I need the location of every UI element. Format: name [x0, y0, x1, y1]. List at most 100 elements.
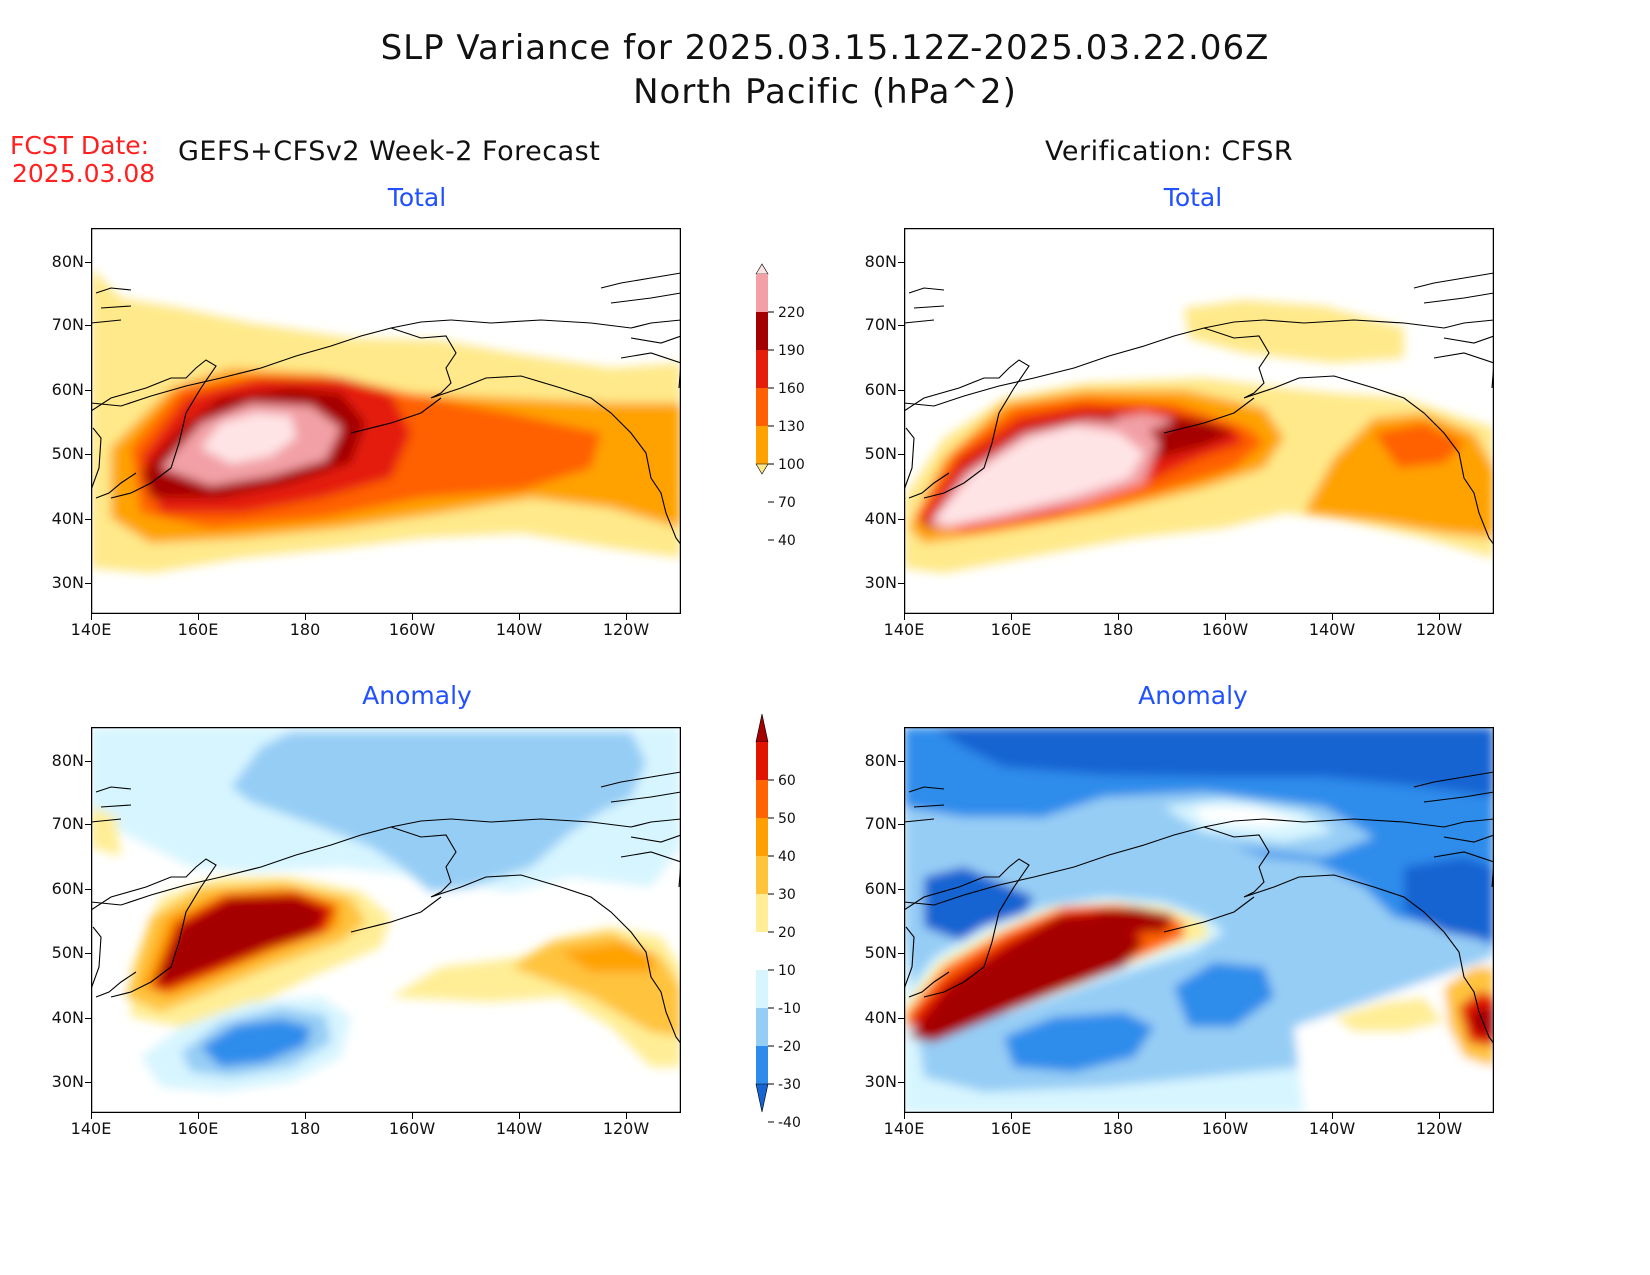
lon-tick-label: 160E — [177, 620, 219, 639]
lat-tick — [898, 761, 904, 762]
colorbar-segment — [756, 856, 768, 894]
lat-tick-label: 60N — [864, 879, 897, 898]
lat-tick — [898, 262, 904, 263]
lat-tick — [898, 519, 904, 520]
colorbar-total: 220 190 160 130 100 70 40 — [755, 263, 805, 549]
lon-tick — [305, 614, 306, 620]
lat-tick-label: 50N — [864, 943, 897, 962]
colorbar-label: -10 — [778, 1001, 801, 1017]
lon-tick-label: 140W — [495, 620, 543, 639]
fcst-date: 2025.03.08 — [12, 159, 156, 188]
colorbar-segment — [756, 388, 768, 426]
lat-tick — [898, 325, 904, 326]
lat-tick — [85, 262, 91, 263]
lat-tick-label: 30N — [51, 573, 84, 592]
lon-tick-label: 140W — [1308, 620, 1356, 639]
lon-tick-label: 180 — [1102, 1119, 1134, 1138]
colorbar-segment — [756, 274, 768, 312]
colorbar-label: 130 — [778, 419, 805, 435]
lon-tick-label: 160W — [1201, 620, 1249, 639]
lat-tick — [85, 583, 91, 584]
colorbar-label: 40 — [778, 849, 796, 865]
lon-tick — [305, 1113, 306, 1119]
lat-tick — [85, 325, 91, 326]
lat-tick-label: 70N — [51, 814, 84, 833]
lat-tick — [85, 1018, 91, 1019]
lon-tick — [1332, 1113, 1333, 1119]
lon-tick-label: 120W — [1415, 620, 1463, 639]
colorbar-top-triangle — [755, 263, 769, 275]
lon-tick-label: 120W — [1415, 1119, 1463, 1138]
forecast-header: GEFS+CFSv2 Week-2 Forecast — [178, 136, 601, 167]
lat-tick — [85, 1082, 91, 1083]
fcst-label: FCST Date: — [10, 131, 150, 160]
lon-tick-label: 140E — [70, 620, 112, 639]
lon-tick — [91, 1113, 92, 1119]
lon-tick — [1225, 614, 1226, 620]
main-subtitle: North Pacific (hPa^2) — [633, 72, 1017, 112]
colorbar-segment — [756, 1046, 768, 1084]
lon-tick-label: 180 — [1102, 620, 1134, 639]
lon-tick-label: 140E — [883, 1119, 925, 1138]
lat-tick — [898, 889, 904, 890]
colorbar-segment — [756, 350, 768, 388]
colorbar-label: -40 — [778, 1115, 801, 1131]
lon-tick-label: 160W — [1201, 1119, 1249, 1138]
lat-tick-label: 70N — [864, 814, 897, 833]
lat-tick-label: 30N — [51, 1072, 84, 1091]
lon-tick-label: 160W — [388, 620, 436, 639]
lon-tick — [519, 1113, 520, 1119]
map-forecast-anomaly — [91, 727, 681, 1113]
colorbar-segment — [756, 780, 768, 818]
map-verification-total — [904, 228, 1494, 614]
lat-tick — [85, 889, 91, 890]
lon-tick — [626, 614, 627, 620]
lon-tick — [198, 1113, 199, 1119]
lon-tick — [1439, 1113, 1440, 1119]
lat-tick — [85, 454, 91, 455]
colorbar-label: 50 — [778, 811, 796, 827]
panel-title-verification-anomaly: Anomaly — [1138, 681, 1248, 710]
lon-tick-label: 140E — [70, 1119, 112, 1138]
lat-tick-label: 40N — [864, 509, 897, 528]
lat-tick — [898, 454, 904, 455]
map-forecast-total — [91, 228, 681, 614]
lat-tick-label: 50N — [51, 943, 84, 962]
lat-tick — [898, 1018, 904, 1019]
lon-tick-label: 160E — [990, 620, 1032, 639]
lat-tick-label: 70N — [51, 315, 84, 334]
colorbar-label: -20 — [778, 1039, 801, 1055]
lon-tick-label: 140W — [495, 1119, 543, 1138]
lon-tick-label: 120W — [602, 620, 650, 639]
lat-tick-label: 80N — [51, 252, 84, 271]
lat-tick — [85, 390, 91, 391]
colorbar-segment — [756, 894, 768, 932]
colorbar-segment — [756, 932, 768, 970]
colorbar-label: 160 — [778, 381, 805, 397]
lat-tick-label: 60N — [864, 380, 897, 399]
lon-tick — [1011, 614, 1012, 620]
verification-header: Verification: CFSR — [1045, 136, 1294, 167]
lon-tick-label: 160E — [177, 1119, 219, 1138]
lon-tick — [1118, 1113, 1119, 1119]
lon-tick — [412, 1113, 413, 1119]
lat-tick-label: 50N — [864, 444, 897, 463]
colorbar-label: 220 — [778, 305, 805, 321]
lat-tick-label: 80N — [51, 751, 84, 770]
colorbar-label: 40 — [778, 533, 796, 549]
lat-tick-label: 30N — [864, 1072, 897, 1091]
lat-tick-label: 30N — [864, 573, 897, 592]
lat-tick — [85, 824, 91, 825]
colorbar-segment — [756, 312, 768, 350]
colorbar-label: 10 — [778, 963, 796, 979]
lon-tick — [412, 614, 413, 620]
lon-tick — [519, 614, 520, 620]
lat-tick-label: 40N — [864, 1008, 897, 1027]
lon-tick-label: 140W — [1308, 1119, 1356, 1138]
lon-tick-label: 180 — [289, 1119, 321, 1138]
colorbar-top-triangle — [755, 713, 769, 743]
panel-title-forecast-anomaly: Anomaly — [362, 681, 472, 710]
main-title: SLP Variance for 2025.03.15.12Z-2025.03.… — [380, 28, 1270, 68]
lon-tick-label: 160W — [388, 1119, 436, 1138]
lat-tick — [898, 583, 904, 584]
